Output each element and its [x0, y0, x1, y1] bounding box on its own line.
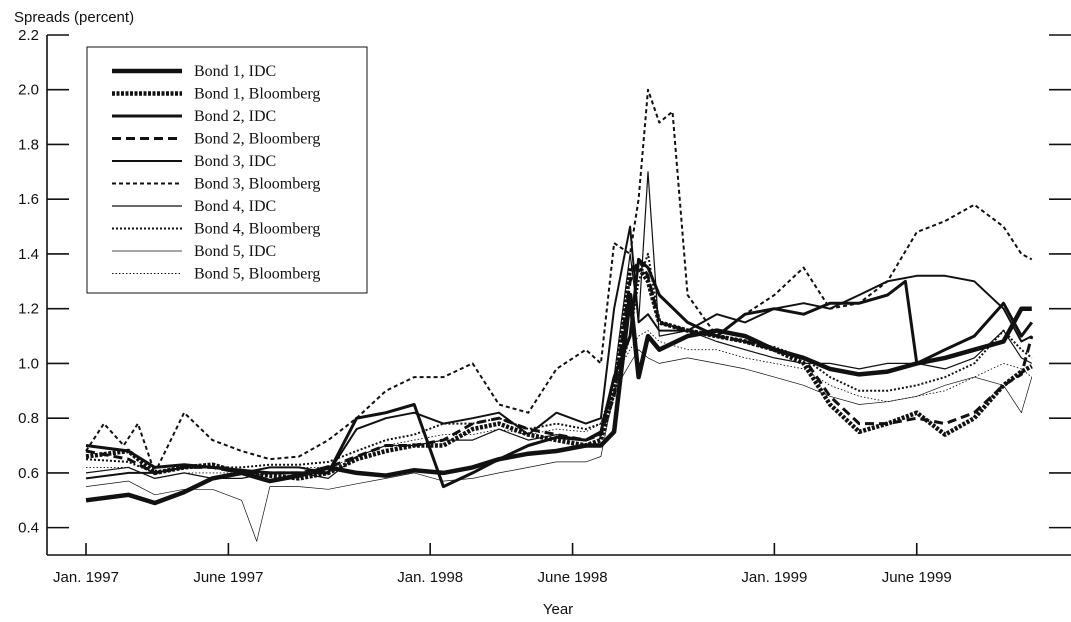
y-tick-label: 1.2 [18, 301, 39, 318]
y-axis-title: Spreads (percent) [14, 9, 134, 26]
legend-label: Bond 5, IDC [194, 243, 276, 260]
x-tick-label: June 1997 [193, 569, 263, 586]
legend-label: Bond 4, IDC [194, 198, 276, 215]
axes: 0.4 0.6 0.8 1.0 1.2 1.4 1.6 1.8 2.0 2.2 Jan. 1997 J… [18, 27, 1071, 586]
y-tick-label: 0.6 [18, 465, 39, 482]
series-line-10 [86, 330, 1033, 479]
x-tick-label: Jan. 1999 [741, 569, 807, 586]
legend-label: Bond 2, IDC [194, 108, 276, 125]
legend-label: Bond 1, IDC [194, 63, 276, 80]
legend: Bond 1, IDC Bond 1, Bloomberg Bond 2, IDC B… [86, 46, 368, 294]
series-line-4 [85, 257, 1034, 475]
series-layer [85, 88, 1034, 542]
x-axis-title: Year [543, 601, 573, 618]
x-tick-label: Jan. 1998 [397, 569, 463, 586]
legend-label: Bond 2, Bloomberg [194, 131, 320, 148]
legend-label: Bond 3, Bloomberg [194, 176, 320, 193]
y-tick-label: 1.6 [18, 191, 39, 208]
y-tick-label: 0.8 [18, 410, 39, 427]
x-tick-label: June 1999 [882, 569, 952, 586]
y-tick-label: 2.2 [18, 27, 39, 44]
y-tick-label: 1.8 [18, 136, 39, 153]
legend-label: Bond 1, Bloomberg [194, 86, 320, 103]
y-tick-label: 1.0 [18, 355, 39, 372]
legend-label: Bond 3, IDC [194, 153, 276, 170]
series-line-5 [85, 225, 1033, 480]
series-line-1 [85, 292, 1032, 506]
y-tick-label: 2.0 [18, 82, 39, 99]
y-tick-label: 0.4 [18, 520, 39, 537]
legend-label: Bond 5, Bloomberg [194, 266, 320, 283]
x-tick-label: Jan. 1997 [53, 569, 119, 586]
y-tick-label: 1.4 [18, 246, 39, 263]
x-tick-label: June 1998 [538, 569, 608, 586]
legend-box [86, 46, 368, 294]
series-line-8 [85, 252, 1033, 474]
series-line-9 [85, 349, 1033, 542]
legend-label: Bond 4, Bloomberg [194, 221, 320, 238]
series-line-6 [85, 88, 1033, 474]
series-line-7 [85, 171, 1033, 479]
